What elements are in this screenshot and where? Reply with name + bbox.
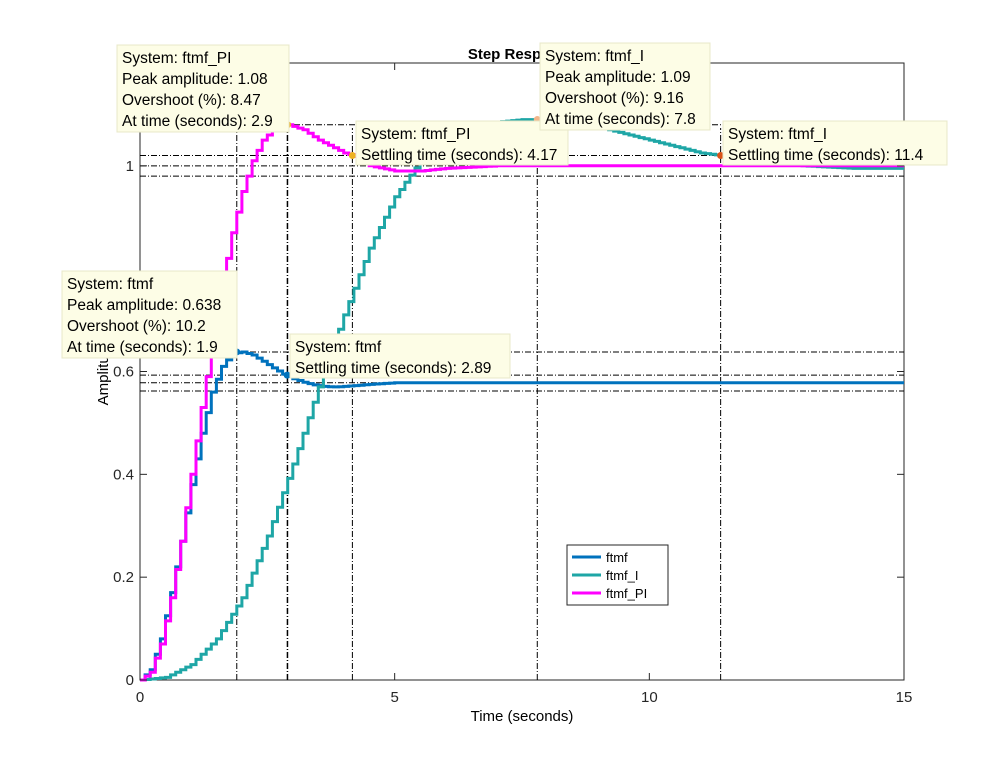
datatip-marker-1[interactable]: [283, 371, 291, 379]
datatip-line: Peak amplitude: 0.638: [67, 297, 221, 314]
datatip-i-settle[interactable]: System: ftmf_I Settling time (seconds): 1…: [722, 120, 948, 166]
datatip-line: Overshoot (%): 9.16: [545, 90, 684, 107]
datatip-line: Peak amplitude: 1.09: [545, 69, 691, 86]
y-tick-label-2: 0.4: [113, 466, 134, 483]
x-tick-label-3: 15: [896, 689, 913, 706]
datatip-line: System: ftmf: [295, 339, 382, 356]
datatip-box: [116, 44, 290, 133]
y-tick-label-1: 0.2: [113, 569, 134, 586]
x-tick-label-0: 0: [136, 689, 144, 706]
datatip-box: [289, 333, 511, 379]
x-tick-label-1: 5: [390, 689, 398, 706]
datatip-line: Overshoot (%): 8.47: [122, 92, 261, 109]
legend-entry-2[interactable]: ftmf_PI: [606, 586, 647, 601]
datatip-markers: [233, 116, 725, 379]
datatip-pi-settle[interactable]: System: ftmf_PI Settling time (seconds): …: [355, 120, 569, 166]
datatip-line: At time (seconds): 2.9: [122, 113, 273, 130]
datatip-line: At time (seconds): 7.8: [545, 111, 696, 128]
y-tick-label-3: 0.6: [113, 364, 134, 381]
datatip-box: [539, 42, 711, 131]
y-tick-label-4: 1: [126, 158, 134, 175]
x-tick-label-2: 10: [641, 689, 658, 706]
datatip-line: System: ftmf_I: [545, 48, 644, 65]
axes: 0 5 10 15 0 0.2 0.4 0.6 1: [113, 63, 912, 706]
datatip-line: Settling time (seconds): 2.89: [295, 360, 491, 377]
legend[interactable]: ftmf ftmf_I ftmf_PI: [566, 544, 669, 606]
series-line-ftmf-pi[interactable]: [140, 123, 904, 682]
datatip-marker-3[interactable]: [348, 152, 356, 160]
datatip-line: System: ftmf_PI: [122, 50, 231, 67]
datatip-marker-5[interactable]: [717, 152, 725, 160]
datatip-line: Peak amplitude: 1.08: [122, 71, 268, 88]
datatip-line: Overshoot (%): 10.2: [67, 318, 206, 335]
datatip-line: At time (seconds): 1.9: [67, 339, 218, 356]
datatip-box: [61, 270, 238, 359]
datatip-i-peak[interactable]: System: ftmf_I Peak amplitude: 1.09 Oversh…: [539, 42, 711, 131]
datatip-ftmf-peak[interactable]: System: ftmf Peak amplitude: 0.638 Oversho…: [61, 270, 238, 359]
datatip-pi-peak[interactable]: System: ftmf_PI Peak amplitude: 1.08 Overs…: [116, 44, 290, 133]
y-tick-label-0: 0: [126, 672, 134, 689]
datatip-line: System: ftmf: [67, 276, 154, 293]
datatip-line: System: ftmf_I: [728, 126, 827, 143]
series-line-ftmf[interactable]: [140, 350, 904, 682]
datatip-ftmf-settle[interactable]: System: ftmf Settling time (seconds): 2.8…: [289, 333, 511, 379]
legend-entry-1[interactable]: ftmf_I: [606, 568, 639, 583]
datatip-line: Settling time (seconds): 11.4: [728, 147, 924, 164]
datatip-line: Settling time (seconds): 4.17: [361, 147, 557, 164]
x-axis-label: Time (seconds): [471, 708, 574, 725]
datatips: System: ftmf Peak amplitude: 0.638 Oversho…: [61, 42, 948, 379]
datatip-box: [722, 120, 948, 166]
datatip-line: System: ftmf_PI: [361, 126, 470, 143]
datatip-box: [355, 120, 569, 166]
legend-entry-0[interactable]: ftmf: [606, 550, 628, 565]
